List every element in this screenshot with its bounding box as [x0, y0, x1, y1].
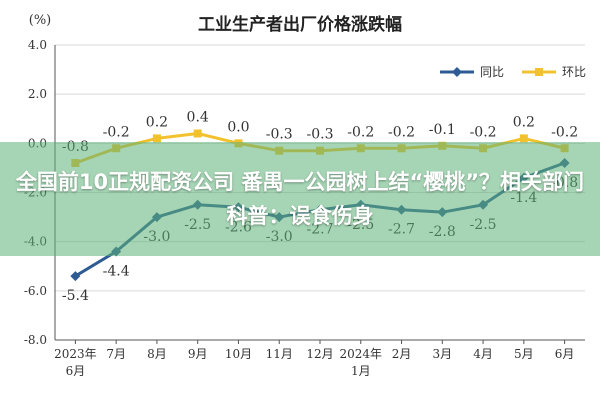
- data-label: -0.2: [103, 124, 130, 140]
- x-tick-label: 12月: [306, 347, 333, 361]
- y-tick-label: 2.0: [28, 87, 47, 101]
- data-point: [193, 129, 202, 138]
- x-axis: 2023年 6月 7月 8月 9月 10月 11月 12月 2024年 1月 2月 3月 4月 5月 6月: [54, 340, 574, 378]
- x-tick-label: 2月: [392, 347, 412, 361]
- data-label: 0.0: [227, 119, 249, 135]
- data-label: 0.4: [187, 110, 209, 126]
- x-tick-label: 7月: [106, 347, 126, 361]
- y-tick-label: -8.0: [24, 333, 47, 347]
- overlay-banner: 全国前10正规配资公司 番禺一公园树上结“樱桃”？相关部门科普：误食伤身: [0, 142, 600, 256]
- x-tick-label: 1月: [351, 364, 371, 378]
- x-tick-label: 2024年: [339, 347, 382, 361]
- data-label: -0.1: [429, 122, 456, 138]
- x-tick-label: 8月: [147, 347, 167, 361]
- y-tick-label: -6.0: [24, 284, 47, 298]
- legend-marker: [452, 67, 462, 77]
- data-label: -0.2: [470, 124, 497, 140]
- x-tick-label: 9月: [188, 347, 208, 361]
- data-label: 0.2: [146, 114, 168, 130]
- x-tick-label: 4月: [473, 347, 493, 361]
- data-label: -0.3: [307, 127, 334, 143]
- x-tick-label: 6月: [66, 364, 86, 378]
- banner-headline: 全国前10正规配资公司 番禺一公园树上结“樱桃”？相关部门科普：误食伤身: [15, 170, 585, 228]
- x-tick-label: 10月: [225, 347, 252, 361]
- legend: 同比 环比: [440, 65, 586, 79]
- legend-label: 环比: [562, 65, 586, 79]
- data-label: 0.2: [513, 114, 535, 130]
- data-point: [519, 134, 528, 143]
- chart-title: 工业生产者出厂价格涨跌幅: [198, 14, 402, 35]
- data-label: -5.4: [62, 288, 89, 304]
- y-tick-label: 4.0: [28, 38, 47, 52]
- y-unit-label: (%): [29, 13, 52, 28]
- x-tick-label: 5月: [514, 347, 534, 361]
- legend-marker: [535, 68, 543, 76]
- data-point: [70, 271, 81, 282]
- data-label: -0.3: [266, 127, 293, 143]
- legend-label: 同比: [480, 65, 504, 79]
- x-tick-label: 2023年: [54, 347, 97, 361]
- data-point: [152, 134, 161, 143]
- x-tick-label: 11月: [266, 347, 293, 361]
- data-label: -4.4: [103, 264, 130, 280]
- data-label: -0.2: [551, 124, 578, 140]
- x-tick-label: 6月: [555, 347, 575, 361]
- x-tick-label: 3月: [432, 347, 452, 361]
- data-label: -0.2: [347, 124, 374, 140]
- data-label: -0.2: [388, 124, 415, 140]
